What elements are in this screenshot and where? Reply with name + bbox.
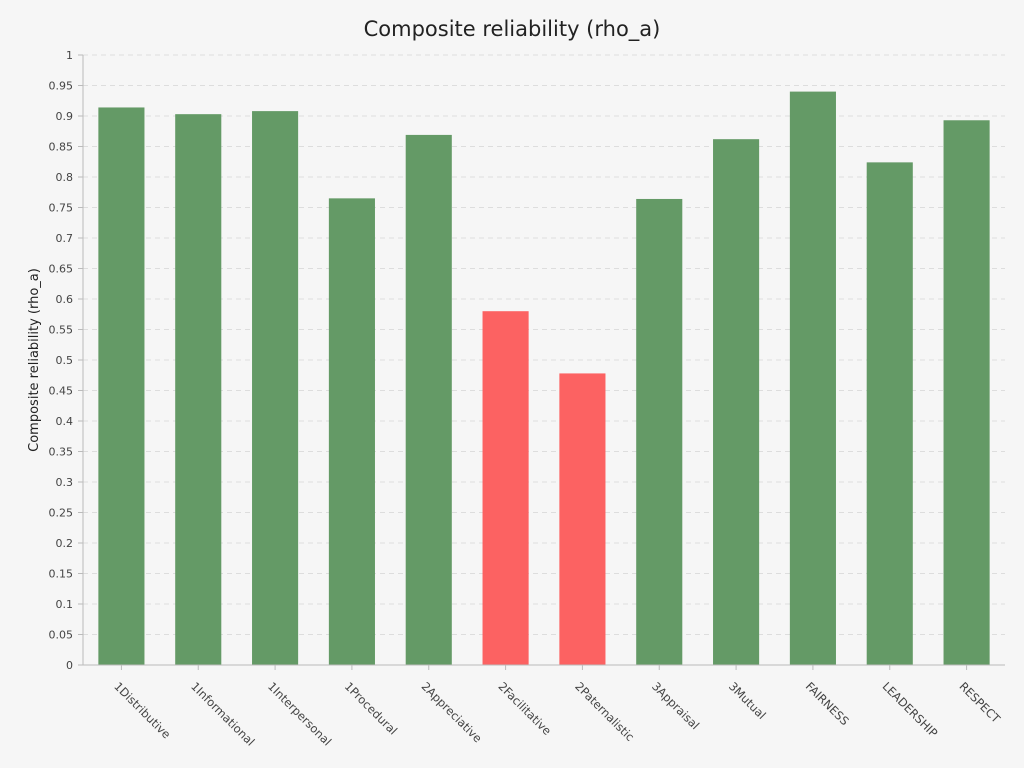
bar-3appraisal (636, 198, 683, 665)
y-tick-label: 0.35 (49, 446, 74, 459)
y-tick-label: 0.2 (56, 537, 74, 550)
x-tick-label: LEADERSHIP (880, 679, 941, 740)
bar-2appreciative (405, 134, 452, 665)
y-tick-label: 0.3 (56, 476, 74, 489)
y-tick-label: 0.4 (56, 415, 74, 428)
chart-title: Composite reliability (rho_a) (364, 17, 661, 42)
x-tick-label: 3Mutual (726, 679, 769, 722)
x-tick-label: 1Interpersonal (265, 679, 334, 748)
y-tick-label: 0 (66, 659, 73, 672)
x-tick-label: 2Appreciative (419, 679, 485, 745)
y-tick-label: 0.8 (56, 171, 74, 184)
y-tick-label: 0.9 (56, 110, 74, 123)
bar-1procedural (328, 198, 375, 665)
y-tick-label: 0.25 (49, 507, 74, 520)
x-tick-label: 2Paternalistic (572, 679, 637, 744)
y-tick-label: 0.6 (56, 293, 74, 306)
bars (98, 91, 990, 666)
x-tick-label: 1Distributive (111, 679, 173, 741)
bar-3mutual (713, 139, 760, 665)
gridlines (83, 54, 1005, 635)
y-tick-label: 0.05 (49, 629, 74, 642)
x-tick-label: RESPECT (956, 679, 1003, 726)
y-tick-label: 0.75 (49, 202, 74, 215)
y-tick-label: 0.65 (49, 263, 74, 276)
bar-2facilitative (482, 311, 529, 665)
y-axis-label: Composite reliability (rho_a) (27, 268, 42, 452)
x-tick-label: 2Facilitative (495, 679, 554, 738)
y-tick-label: 0.45 (49, 385, 74, 398)
bar-1informational (175, 114, 222, 666)
y-tick-label: 0.5 (56, 354, 74, 367)
y-tick-label: 0.7 (56, 232, 74, 245)
bar-leadership (866, 162, 913, 666)
axes (78, 54, 1005, 670)
y-tick-label: 0.15 (49, 568, 74, 581)
bar-fairness (789, 91, 836, 666)
y-tick-label: 0.55 (49, 324, 74, 337)
y-tick-label: 1 (66, 49, 73, 62)
y-tick-labels: 0 0.05 0.1 0.15 0.2 0.25 0.3 0.35 0.4 0.45 0.5 0.55… (49, 49, 74, 672)
x-tick-label: 3Appraisal (649, 679, 702, 732)
x-tick-label: 1Procedural (342, 679, 400, 737)
bar-1distributive (98, 107, 145, 665)
y-tick-label: 0.85 (49, 141, 74, 154)
y-tick-label: 0.1 (56, 598, 74, 611)
x-tick-labels: 1Distributive 1Informational 1Interpersona… (111, 679, 1003, 748)
x-tick-label: FAIRNESS (803, 679, 852, 728)
bar-2paternalistic (559, 373, 606, 665)
bar-1interpersonal (252, 111, 299, 666)
y-tick-label: 0.95 (49, 80, 74, 93)
x-tick-label: 1Informational (188, 679, 257, 748)
bar-respect (943, 120, 990, 665)
